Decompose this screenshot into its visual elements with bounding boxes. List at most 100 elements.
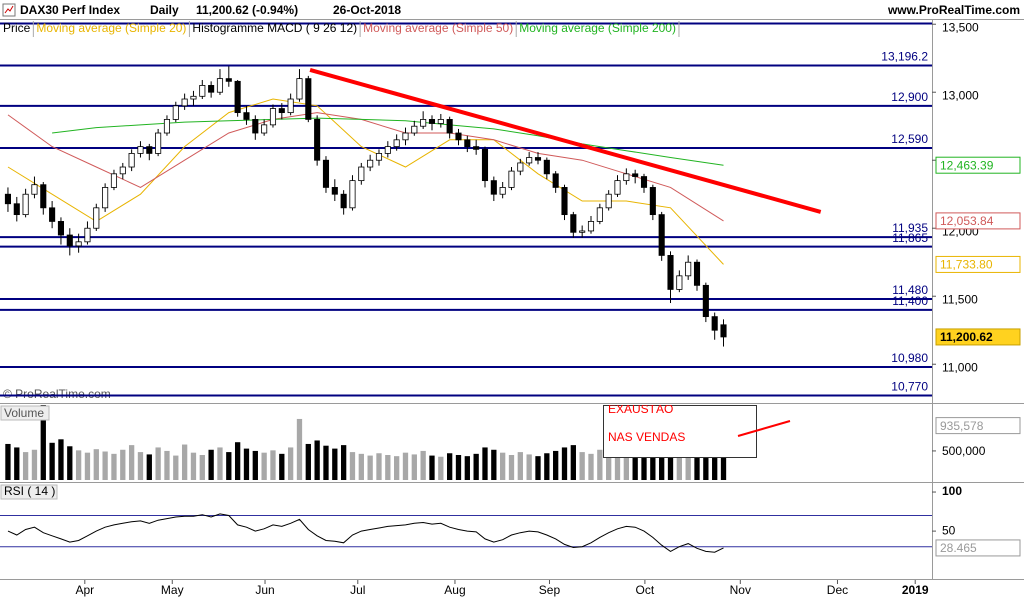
candle-body bbox=[587, 221, 595, 232]
candle-body bbox=[40, 184, 47, 209]
volume-bar bbox=[376, 453, 382, 480]
y-tick-label: 11,000 bbox=[942, 360, 978, 374]
candle-body bbox=[93, 207, 100, 229]
lower-panels: 13,50013,00012,50012,00011,50011,00011,7… bbox=[0, 20, 1021, 597]
y-tick-label: 11,500 bbox=[942, 292, 978, 306]
site: www.ProRealTime.com bbox=[887, 3, 1020, 17]
volume-bar bbox=[394, 456, 400, 480]
candle-body bbox=[155, 132, 162, 154]
level-label: 12,590 bbox=[891, 132, 928, 146]
annotation: EXAUSTÃO NAS VENDAS bbox=[603, 402, 791, 458]
volume-bar bbox=[367, 455, 373, 480]
volume-bar bbox=[676, 447, 682, 480]
last-rsi-label-box bbox=[935, 539, 1021, 557]
volume-bar bbox=[102, 451, 108, 480]
candle-body bbox=[596, 207, 603, 222]
candle-body bbox=[658, 214, 665, 256]
level-label: 11,400 bbox=[892, 294, 928, 308]
candle-body bbox=[84, 227, 91, 243]
volume-bar bbox=[58, 439, 64, 480]
candle-body bbox=[181, 98, 188, 107]
volume-bar bbox=[606, 451, 612, 480]
candle-body bbox=[4, 193, 12, 205]
candle-body bbox=[208, 85, 215, 93]
volume-bar bbox=[650, 444, 656, 480]
candle-body bbox=[428, 119, 436, 124]
candle-body bbox=[322, 159, 330, 188]
candle-body bbox=[614, 180, 621, 195]
volume-bar bbox=[508, 455, 515, 480]
candle-body bbox=[411, 125, 418, 134]
candle-body bbox=[508, 170, 515, 188]
candle-body bbox=[543, 159, 550, 175]
volume-bar bbox=[5, 443, 11, 480]
candle-body bbox=[331, 187, 338, 195]
symbol-title: DAX30 Perf Index bbox=[20, 3, 120, 17]
candle-body bbox=[128, 153, 135, 168]
quote: 11,200.62 (-0.94%) bbox=[196, 3, 298, 17]
candle-body bbox=[349, 180, 356, 209]
candle-body bbox=[667, 255, 674, 290]
volume-bar bbox=[111, 453, 117, 480]
volume-bar bbox=[199, 455, 205, 480]
volume-bar bbox=[570, 445, 576, 480]
candle-body bbox=[252, 119, 259, 134]
icon bbox=[4, 5, 14, 14]
candle-body bbox=[384, 146, 391, 154]
candle-body bbox=[490, 180, 497, 195]
candle-body bbox=[552, 173, 559, 188]
level-label: 11,480 bbox=[892, 283, 928, 297]
volume-bar bbox=[314, 440, 320, 480]
volume-bar bbox=[385, 455, 391, 480]
volume-bar bbox=[120, 449, 126, 480]
annotation-text: EXAUSTÃO bbox=[608, 402, 673, 416]
candle-body bbox=[649, 187, 656, 216]
volume-bar bbox=[623, 449, 629, 480]
x-tick-label: Jun bbox=[255, 583, 274, 597]
volume-bar bbox=[659, 440, 665, 480]
legend-entry: Moving average (Simple 20) bbox=[36, 21, 186, 35]
volume-bar bbox=[14, 447, 20, 480]
candle-body bbox=[57, 221, 65, 236]
legend-entry: Histogramme MACD ( 9 26 12) bbox=[192, 21, 357, 35]
candle-body bbox=[437, 119, 444, 124]
y-tick-label: 50 bbox=[942, 523, 956, 537]
series-value-label: 12,053.84 bbox=[940, 214, 994, 228]
volume-bar bbox=[535, 456, 541, 480]
last-price-label: 11,200.62 bbox=[940, 330, 993, 344]
candle-body bbox=[261, 124, 268, 134]
candle-body bbox=[199, 85, 206, 97]
volume-bar bbox=[190, 452, 197, 480]
volume-bar bbox=[234, 442, 241, 480]
volume-bar bbox=[164, 450, 170, 480]
y-tick-label: 13,000 bbox=[942, 88, 979, 102]
volume-bar bbox=[597, 449, 603, 480]
volume-bar bbox=[641, 450, 647, 480]
volume-bar bbox=[49, 442, 55, 480]
candle-body bbox=[314, 119, 321, 161]
last-rsi-label: 28.465 bbox=[940, 541, 977, 555]
volume-bar bbox=[438, 456, 444, 480]
candle-body bbox=[561, 187, 568, 216]
volume-bar bbox=[579, 452, 585, 480]
candle-body bbox=[49, 207, 56, 222]
series-value-label-box bbox=[935, 255, 1021, 273]
volume-bar bbox=[22, 452, 29, 480]
volume-bar bbox=[128, 445, 135, 480]
candle-body bbox=[234, 80, 241, 114]
volume-bar bbox=[703, 442, 709, 480]
volume-bar bbox=[544, 453, 550, 480]
series-value-label-box bbox=[935, 212, 1021, 230]
volume-bar bbox=[181, 444, 188, 480]
volume-bar bbox=[349, 452, 356, 480]
candle-body bbox=[225, 78, 232, 82]
candle-body bbox=[305, 78, 312, 120]
volume-bar bbox=[553, 450, 559, 480]
volume-bar bbox=[712, 445, 718, 480]
volume-bar bbox=[588, 453, 594, 480]
y-tick-label: 100 bbox=[942, 484, 962, 498]
panel-title: Volume bbox=[4, 406, 44, 420]
